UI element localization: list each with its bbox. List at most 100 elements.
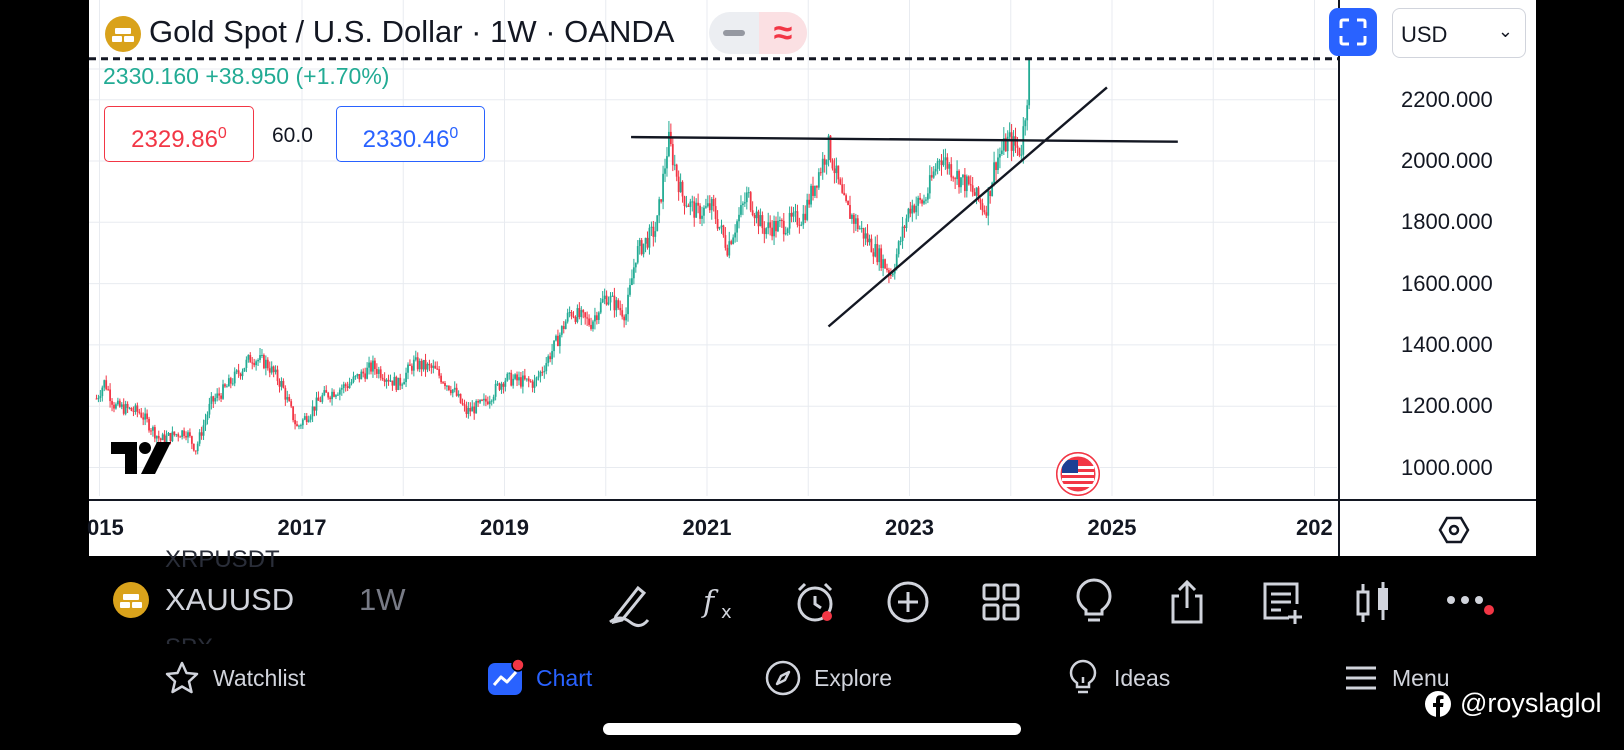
candle (693, 201, 696, 218)
candle (932, 171, 935, 178)
candle (136, 405, 139, 412)
ask-price: 2330.46 (362, 126, 450, 153)
candle (780, 220, 783, 222)
candle (601, 299, 604, 303)
candle (366, 367, 369, 379)
candle (506, 373, 509, 381)
candle (220, 395, 222, 399)
indicators-icon[interactable]: f x (693, 574, 749, 630)
candle (231, 383, 234, 385)
candle (919, 197, 921, 200)
candle (629, 285, 631, 295)
candle (134, 405, 137, 412)
candle (288, 397, 291, 402)
price-tick-label: 1000.000 (1401, 454, 1493, 480)
candle (488, 401, 491, 405)
tab-menu[interactable]: Menu (1342, 658, 1450, 698)
chart-mode-toggle[interactable]: ≈ (709, 12, 807, 54)
candle (340, 388, 343, 390)
candle (500, 383, 503, 390)
candle (420, 360, 423, 370)
candle (492, 396, 495, 401)
wave-icon[interactable]: ≈ (759, 12, 807, 54)
candle (290, 401, 293, 407)
candle (498, 383, 501, 390)
price-chart[interactable] (89, 0, 1536, 556)
sell-button[interactable]: 2329.860 (104, 106, 254, 162)
candle (860, 227, 863, 229)
candle (264, 359, 267, 369)
candle (239, 373, 242, 377)
candle (915, 205, 918, 213)
candle (864, 233, 867, 239)
candle (541, 371, 544, 373)
tab-ideas[interactable]: Ideas (1064, 658, 1170, 698)
collapse-icon[interactable] (723, 30, 745, 36)
alert-icon[interactable] (787, 574, 843, 630)
candle (449, 389, 452, 394)
layout-icon[interactable] (973, 574, 1029, 630)
currency-select[interactable]: USD ⌄ (1392, 8, 1526, 58)
candle (997, 157, 999, 170)
chart-settings-icon[interactable] (1438, 514, 1470, 546)
chart-panel[interactable]: Gold Spot / U.S. Dollar · 1W · OANDA ≈ U… (87, 0, 1536, 556)
candle (759, 215, 762, 227)
tab-chart[interactable]: Chart (486, 658, 592, 698)
home-indicator[interactable] (603, 723, 1021, 735)
candle (973, 192, 976, 196)
candle (212, 396, 215, 402)
fullscreen-button[interactable] (1329, 8, 1377, 56)
candle (278, 381, 281, 387)
tab-explore[interactable]: Explore (764, 658, 892, 698)
svg-text:x: x (721, 602, 732, 623)
candle (1000, 150, 1003, 154)
candle (607, 302, 610, 305)
share-icon[interactable] (1159, 574, 1215, 630)
buy-button[interactable]: 2330.460 (336, 106, 485, 162)
us-flag-icon[interactable] (1056, 452, 1100, 496)
candle (374, 360, 376, 370)
candle (206, 414, 209, 420)
candle (740, 205, 742, 215)
candle (582, 310, 585, 313)
candle (276, 369, 279, 382)
add-icon[interactable] (880, 574, 936, 630)
drawing-icon[interactable] (600, 574, 656, 630)
candle (356, 374, 359, 376)
candle (459, 393, 462, 403)
tab-label: Ideas (1114, 664, 1171, 691)
candle (381, 377, 384, 380)
candle (658, 199, 661, 216)
candle (521, 375, 524, 387)
candle (876, 244, 879, 263)
candle (153, 427, 156, 439)
candle (963, 174, 966, 192)
candle (189, 432, 191, 437)
candle (691, 201, 694, 203)
candle (414, 357, 417, 360)
ideas-icon[interactable] (1066, 574, 1122, 630)
candle (673, 164, 676, 166)
symbol-search-button[interactable]: XAUUSD (165, 582, 295, 617)
candles-icon[interactable] (1346, 574, 1402, 630)
notes-icon[interactable] (1253, 574, 1309, 630)
symbol-title[interactable]: Gold Spot / U.S. Dollar · 1W · OANDA (149, 14, 675, 49)
candle (494, 383, 497, 397)
candle (765, 228, 768, 235)
candle (529, 381, 532, 383)
candle (858, 228, 861, 230)
candle (319, 400, 322, 402)
candle (662, 173, 664, 202)
tab-watchlist[interactable]: Watchlist (163, 658, 305, 698)
candle (695, 202, 698, 218)
candle (315, 397, 318, 411)
candle (132, 410, 135, 412)
more-icon[interactable] (1439, 574, 1495, 630)
candle (545, 363, 548, 372)
trendline-rising-support (827, 86, 1108, 328)
candle (109, 389, 111, 402)
candle (878, 248, 881, 263)
candle (907, 208, 910, 219)
candle (473, 406, 476, 414)
interval-button[interactable]: 1W (359, 582, 406, 617)
